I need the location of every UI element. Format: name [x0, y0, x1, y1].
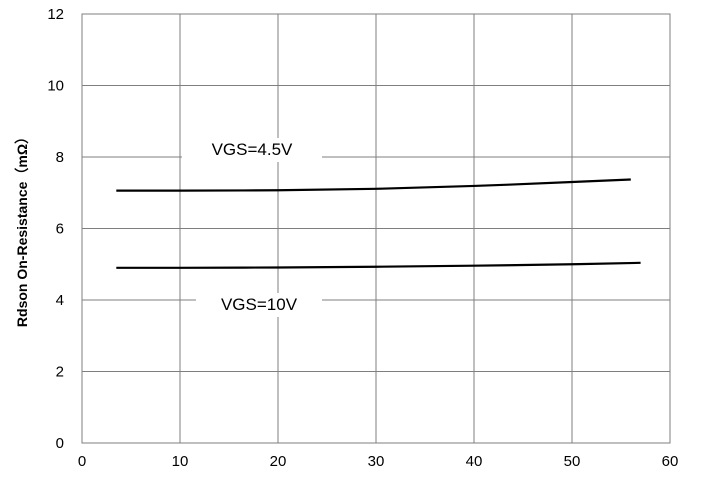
x-axis-ticks: 0 10 20 30 40 50 60: [78, 453, 679, 470]
x-tick-label: 0: [78, 453, 86, 470]
series-labels: VGS=4.5V VGS=10V: [182, 138, 322, 317]
y-tick-label: 2: [56, 364, 64, 381]
x-tick-label: 40: [466, 453, 483, 470]
series-label-1: VGS=10V: [221, 295, 298, 314]
x-tick-label: 30: [368, 453, 385, 470]
grid: [81, 13, 671, 444]
y-tick-label: 8: [56, 149, 64, 166]
x-tick-label: 50: [564, 453, 581, 470]
x-tick-label: 60: [662, 453, 679, 470]
x-tick-label: 20: [270, 453, 287, 470]
x-tick-label: 10: [172, 453, 189, 470]
series-label-bg: [182, 138, 322, 162]
series-lines: [116, 178, 641, 269]
y-axis-label: Rdson On-Resistance（mΩ）: [14, 130, 30, 327]
y-tick-label: 6: [56, 221, 64, 238]
y-tick-label: 12: [47, 6, 64, 23]
series-line-0: [116, 178, 631, 192]
y-tick-label: 0: [56, 435, 64, 452]
series-line-1: [116, 261, 641, 269]
y-tick-label: 10: [47, 78, 64, 95]
y-axis-ticks: 0 2 4 6 8 10 12: [47, 6, 64, 452]
plot-frame: [81, 13, 671, 444]
y-tick-label: 4: [56, 292, 64, 309]
series-label-bg: [196, 293, 322, 317]
series-label-0: VGS=4.5V: [212, 140, 293, 159]
